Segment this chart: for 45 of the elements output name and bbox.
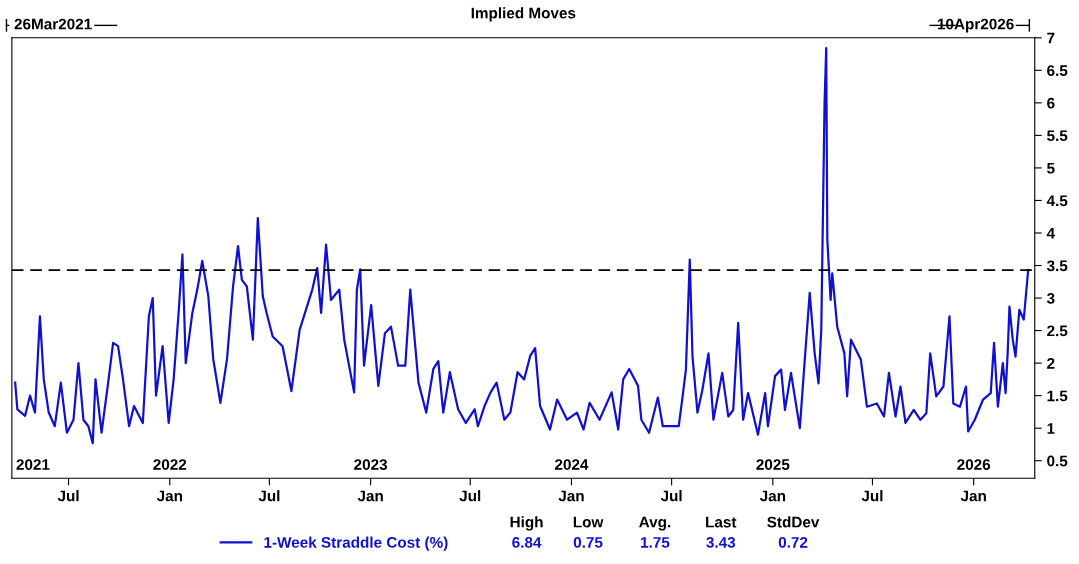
chart-title: Implied Moves bbox=[471, 7, 576, 22]
y-tick-label: 2 bbox=[1047, 357, 1055, 369]
y-tick-label: 5 bbox=[1047, 162, 1055, 174]
legend-label: 1-Week Straddle Cost (%) bbox=[264, 536, 448, 551]
text: Avg. bbox=[639, 516, 671, 531]
y-tick-label: 1 bbox=[1047, 423, 1055, 434]
y-tick-label: 7 bbox=[1047, 32, 1055, 44]
text: StdDev bbox=[767, 516, 820, 528]
y-tick-label: 5.5 bbox=[1047, 130, 1068, 142]
x-tick-label: Jan bbox=[960, 490, 986, 502]
text: Low bbox=[573, 516, 604, 528]
x-tick-label: Jul bbox=[459, 490, 481, 502]
text: High bbox=[510, 516, 543, 531]
y-tick-label: 3.5 bbox=[1046, 260, 1068, 272]
text: 0.72 bbox=[778, 536, 808, 548]
y-tick-label: 3 bbox=[1046, 292, 1055, 304]
x-tick-label: Jul bbox=[57, 490, 79, 502]
x-tick-label: Jan bbox=[759, 490, 786, 502]
y-tick-label: 6 bbox=[1047, 97, 1055, 109]
annotation: 2023 bbox=[354, 459, 388, 470]
y-tick-label: 2.5 bbox=[1047, 325, 1068, 337]
text: 10Apr2026 bbox=[937, 18, 1014, 33]
annotation: 2024 bbox=[555, 459, 589, 470]
x-tick-label: Jul bbox=[861, 490, 883, 502]
y-tick-label: 0.5 bbox=[1047, 455, 1068, 467]
text: 6.84 bbox=[512, 536, 542, 548]
text: 3.43 bbox=[706, 536, 736, 548]
annotation: 2022 bbox=[153, 459, 187, 470]
y-tick-label: 4 bbox=[1046, 228, 1055, 239]
text: Last bbox=[706, 516, 737, 528]
x-tick-label: Jul bbox=[660, 490, 682, 502]
x-tick-label: Jan bbox=[357, 490, 383, 502]
text: 1.75 bbox=[641, 537, 670, 548]
y-tick-label: 1.5 bbox=[1047, 390, 1068, 402]
annotation: 2021 bbox=[16, 459, 50, 470]
y-tick-label: 6.5 bbox=[1047, 65, 1068, 77]
annotation: 2025 bbox=[756, 459, 790, 470]
annotation: 2026 bbox=[957, 459, 991, 470]
x-tick-label: Jan bbox=[558, 490, 584, 502]
text: 0.75 bbox=[573, 536, 603, 548]
text: 26Mar2021 bbox=[14, 18, 92, 30]
y-tick-label: 4.5 bbox=[1046, 195, 1068, 207]
x-tick-label: Jul bbox=[258, 490, 280, 502]
x-tick-label: Jan bbox=[156, 490, 183, 502]
line-series bbox=[14, 47, 1030, 445]
